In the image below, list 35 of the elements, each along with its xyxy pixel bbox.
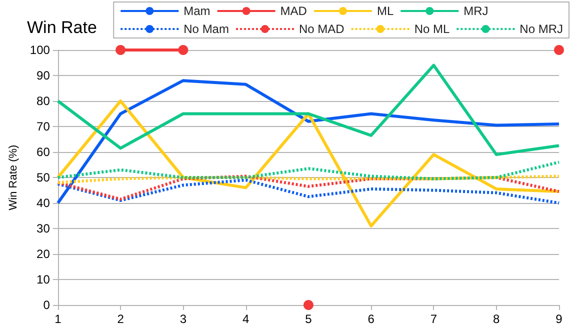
x-tick-label: 6 [368,312,375,326]
y-tick-label: 20 [36,247,50,261]
x-tick-label: 3 [180,312,187,326]
line-series [56,160,560,180]
y-tick-label: 50 [36,170,50,184]
line-series [56,64,560,156]
y-tick-label: 10 [36,272,50,286]
legend-label: ML [376,4,394,18]
x-tick-label: 4 [242,312,250,326]
x-tick-label: 2 [117,312,124,326]
legend-label: No MAD [298,22,345,36]
x-tick-label: 8 [493,312,500,326]
y-tick-label: 70 [36,120,50,134]
y-tick-label: 90 [36,68,50,82]
line-series [56,174,560,201]
x-tick-label: 7 [430,312,438,326]
legend-label: No ML [414,22,450,36]
legend-label: MRJ [464,4,488,18]
legend-label: No MRJ [520,22,564,36]
y-axis-title: Win Rate (%) [8,144,20,210]
line-series [56,79,560,204]
y-tick-label: 0 [43,298,50,312]
legend-label: MAD [280,4,308,18]
y-tick-label: 60 [36,145,50,159]
y-tick-label: 100 [30,43,50,57]
chart-title: Win Rate [27,18,97,37]
line-series [56,100,560,228]
legend-label: Mam [184,4,210,18]
y-tick-label: 30 [36,222,50,236]
x-tick-label: 1 [54,312,62,326]
legend-label: No Mam [184,22,229,36]
x-tick-label: 5 [305,312,312,326]
y-tick-label: 80 [36,94,50,108]
y-tick-label: 40 [36,196,50,210]
x-tick-label: 9 [556,312,563,326]
